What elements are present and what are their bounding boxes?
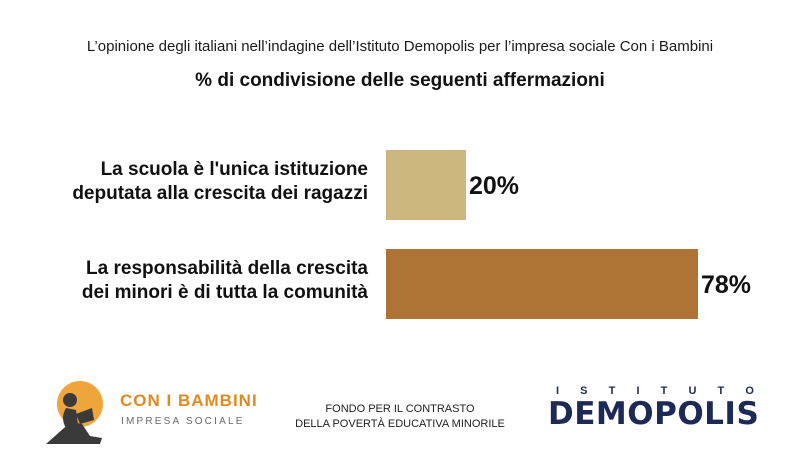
bar-1 xyxy=(386,150,466,220)
istituto-letter: S xyxy=(580,385,588,397)
category-label-1-line-1: La scuola è l'unica istituzione xyxy=(101,159,368,180)
demopolis-wordmark: DEMOPOLIS xyxy=(548,396,760,432)
bar-chart: 20% La scuola è l'unica istituzione deputa… xyxy=(72,150,751,319)
con-i-bambini-logo: CON I BAMBINI IMPRESA SOCIALE xyxy=(42,378,257,448)
con-i-bambini-brand: CON I BAMBINI xyxy=(120,391,258,410)
bar-2 xyxy=(386,249,698,319)
istituto-letter: O xyxy=(745,385,754,397)
demopolis-logo: I S T I T U T O DEMOPOLIS xyxy=(548,384,763,440)
category-label-2-line-1: La responsabilità della crescita xyxy=(86,258,368,279)
fondo-contrasto-text: FONDO PER IL CONTRASTO DELLA POVERTÀ EDU… xyxy=(270,402,530,432)
istituto-letter: I xyxy=(556,385,560,397)
chart-title: % di condivisione delle seguenti afferma… xyxy=(195,70,605,91)
chart-subtitle: L’opinione degli italiani nell’indagine … xyxy=(86,38,714,55)
istituto-letter: T xyxy=(717,385,725,397)
value-label-2: 78% xyxy=(701,271,751,299)
category-label-1-line-2: deputata alla crescita dei ragazzi xyxy=(72,183,368,204)
category-label-2-line-2: dei minori è di tutta la comunità xyxy=(82,282,369,303)
istituto-letter: I xyxy=(636,385,640,397)
fondo-line-1: FONDO PER IL CONTRASTO xyxy=(325,403,475,415)
istituto-letter: U xyxy=(688,385,697,397)
reading-child-icon xyxy=(46,381,103,444)
fondo-line-2: DELLA POVERTÀ EDUCATIVA MINORILE xyxy=(295,418,505,430)
impresa-sociale-label: IMPRESA SOCIALE xyxy=(121,416,245,427)
istituto-letter: T xyxy=(608,385,616,397)
value-label-1: 20% xyxy=(469,172,519,200)
istituto-letter: T xyxy=(660,385,668,397)
